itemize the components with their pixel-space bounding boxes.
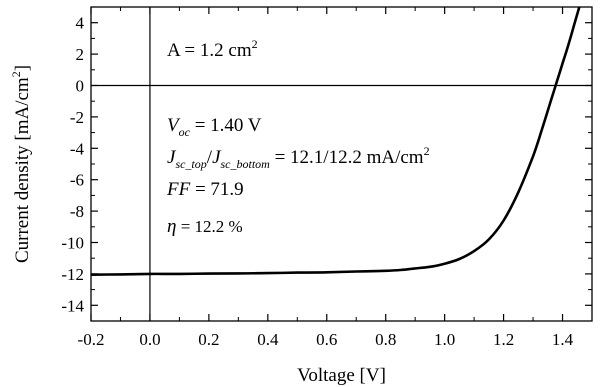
y-tick-label: -10 <box>61 234 84 253</box>
y-tick-label: -2 <box>70 108 84 127</box>
efficiency-annotation: η = 12.2 % <box>167 216 243 237</box>
y-tick-label: -12 <box>61 265 84 284</box>
x-tick-label: 1.0 <box>434 330 455 349</box>
y-tick-label: -14 <box>61 296 84 315</box>
x-tick-label: 1.4 <box>552 330 574 349</box>
voc-annotation: Voc = 1.40 V <box>167 115 262 139</box>
x-tick-label: 0.4 <box>257 330 279 349</box>
y-tick-label: -4 <box>70 139 85 158</box>
x-axis-label: Voltage [V] <box>297 365 386 386</box>
jv-curve <box>91 7 581 276</box>
x-tick-label: 1.2 <box>493 330 514 349</box>
y-tick-label: -8 <box>70 202 84 221</box>
y-tick-label: 4 <box>76 14 85 33</box>
y-axis-ticks: 4 2 0 -2 -4 -6 -8 -10 -12 -14 <box>61 6 592 322</box>
ff-annotation: FF = 71.9 <box>166 179 244 200</box>
area-annotation: A = 1.2 cm2 <box>167 37 258 61</box>
x-tick-label: 0.8 <box>375 330 396 349</box>
jsc-annotation: Jsc_top/Jsc_bottom = 12.1/12.2 mA/cm2 <box>167 144 430 171</box>
annotations: A = 1.2 cm2 Voc = 1.40 V Jsc_top/Jsc_bot… <box>166 37 430 237</box>
y-tick-label: 0 <box>76 77 85 96</box>
series-layer <box>91 7 581 276</box>
y-tick-label: 2 <box>76 45 85 64</box>
y-axis-label: Current density [mA/cm2] <box>9 65 33 263</box>
x-tick-label: 0.6 <box>316 330 337 349</box>
x-tick-label: 0.0 <box>139 330 160 349</box>
x-tick-label: -0.2 <box>78 330 105 349</box>
x-tick-label: 0.2 <box>198 330 219 349</box>
x-axis-ticks: -0.2 0.0 0.2 0.4 0.6 0.8 1.0 1.2 1.4 <box>78 7 574 349</box>
zero-lines <box>91 7 592 321</box>
y-tick-label: -6 <box>70 171 84 190</box>
